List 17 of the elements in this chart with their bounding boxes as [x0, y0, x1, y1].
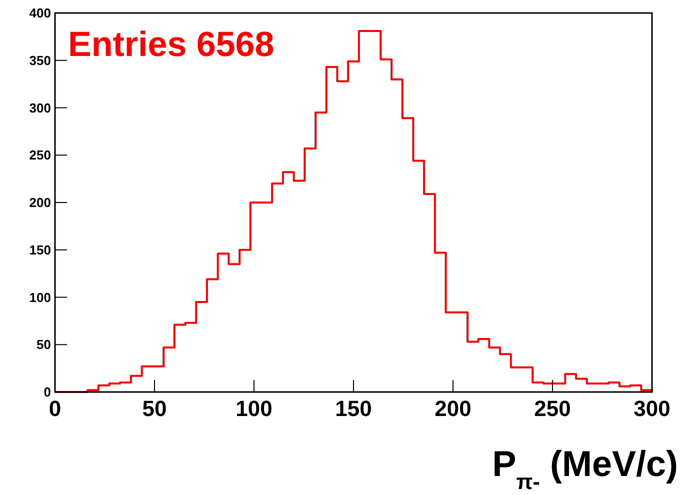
y-tick-label: 400 [29, 6, 51, 21]
y-tick-label: 100 [29, 290, 51, 305]
y-tick-label: 300 [29, 100, 51, 116]
annotation: Entries 6568 [68, 25, 274, 64]
x-tick-label: 150 [335, 396, 372, 421]
y-tick-label: 0 [44, 384, 51, 400]
x-tick-label: 250 [534, 396, 571, 421]
y-tick-label: 200 [29, 195, 51, 210]
x-tick-label: 50 [142, 396, 167, 421]
x-axis-title: P$_{π-}$ (MeV/c) [492, 443, 678, 494]
x-tick-label: 300 [634, 396, 670, 421]
y-tick-label: 150 [29, 242, 51, 258]
y-tick-label: 50 [36, 337, 51, 352]
x-tick-label: 200 [434, 396, 472, 421]
y-tick-label: 350 [29, 52, 51, 68]
y-tick-label: 250 [29, 148, 51, 163]
x-tick-label: 100 [236, 396, 272, 421]
